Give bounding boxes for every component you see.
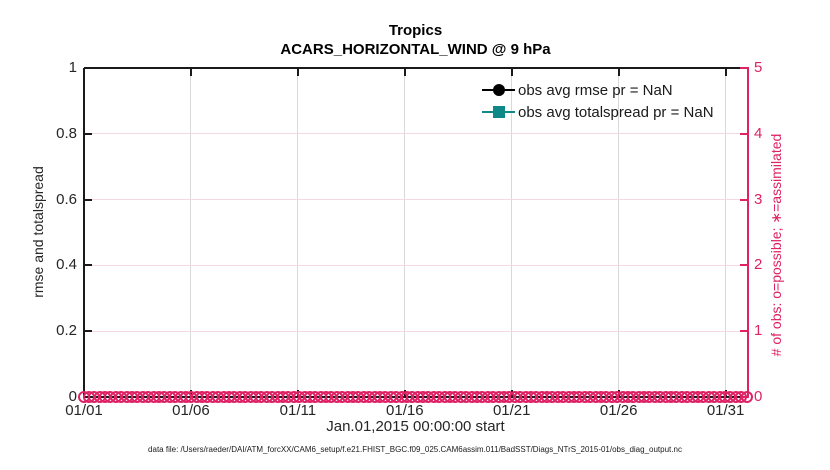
- right-y-tick-label: 0: [754, 388, 763, 405]
- x-tick-label: 01/26: [599, 402, 638, 419]
- right-y-tick-label: 5: [754, 59, 763, 76]
- legend-entry: obs avg rmse pr = NaN: [482, 79, 714, 101]
- title-block: Tropics ACARS_HORIZONTAL_WIND @ 9 hPa: [84, 21, 747, 59]
- right-y-axis-label: # of obs: o=possible; ∗=assimilated: [768, 133, 784, 357]
- left-y-tick: [85, 264, 92, 267]
- vertical-gridline: [725, 68, 727, 397]
- legend: obs avg rmse pr = NaN obs avg totalspread…: [482, 79, 714, 123]
- horizontal-gridline: [84, 264, 747, 266]
- x-tick-top: [617, 69, 620, 76]
- right-y-tick-label: 1: [754, 322, 763, 340]
- chart-title: Tropics: [388, 22, 443, 39]
- horizontal-gridline: [84, 133, 747, 135]
- x-tick-label: 01/21: [492, 402, 531, 419]
- right-y-tick: [740, 330, 747, 333]
- left-y-tick-label: 0.4: [56, 256, 77, 274]
- x-axis-label: Jan.01,2015 00:00:00 start: [326, 418, 505, 435]
- x-tick-top: [189, 69, 192, 76]
- axis-line-right: [747, 67, 749, 398]
- legend-label: obs avg rmse pr = NaN: [518, 81, 673, 99]
- left-y-tick-label: 0.8: [56, 124, 77, 142]
- chart-subtitle: ACARS_HORIZONTAL_WIND @ 9 hPa: [280, 41, 551, 58]
- x-tick-top: [403, 69, 406, 76]
- legend-square-marker-icon: [492, 106, 505, 118]
- right-y-tick: [740, 264, 747, 267]
- vertical-gridline: [511, 68, 513, 397]
- left-y-axis-label: rmse and totalspread: [30, 166, 46, 298]
- x-tick-top: [296, 69, 299, 76]
- x-tick-top: [510, 69, 513, 76]
- axis-line-left: [83, 68, 85, 397]
- x-tick-top: [83, 69, 85, 76]
- x-tick-top: [724, 69, 727, 76]
- horizontal-gridline: [84, 330, 747, 332]
- left-y-tick: [85, 198, 92, 201]
- legend-entry: obs avg totalspread pr = NaN: [482, 101, 714, 123]
- legend-label: obs avg totalspread pr = NaN: [518, 103, 714, 121]
- legend-line-sample: [482, 84, 515, 96]
- legend-line-sample: [482, 106, 515, 118]
- vertical-gridline: [190, 68, 192, 397]
- vertical-gridline: [618, 68, 620, 397]
- right-y-tick: [740, 132, 747, 135]
- vertical-gridline: [297, 68, 299, 397]
- left-y-tick-label: 0.2: [56, 322, 77, 340]
- x-tick-label: 01/31: [706, 402, 745, 419]
- right-y-tick-label: 2: [754, 256, 763, 274]
- x-tick-label: 01/11: [279, 402, 317, 419]
- x-tick-label: 01/16: [386, 402, 424, 419]
- left-y-tick: [85, 67, 92, 69]
- horizontal-gridline: [84, 199, 747, 201]
- x-tick-label: 01/01: [65, 402, 103, 419]
- left-y-tick-label: 1: [68, 59, 77, 76]
- axis-line-top: [84, 67, 749, 69]
- right-y-tick: [740, 198, 747, 201]
- left-y-tick: [85, 330, 92, 333]
- data-file-footer: data file: /Users/raeder/DAI/ATM_forcXX/…: [148, 445, 682, 454]
- legend-circle-marker-icon: [492, 84, 505, 96]
- right-y-tick-label: 3: [754, 190, 763, 208]
- right-y-tick: [740, 67, 747, 69]
- vertical-gridline: [404, 68, 406, 397]
- left-y-tick-label: 0: [68, 388, 77, 405]
- x-tick-label: 01/06: [172, 402, 210, 419]
- left-y-tick: [85, 132, 92, 135]
- left-y-tick-label: 0.6: [56, 190, 77, 208]
- obs-count-marker: [740, 390, 753, 403]
- right-y-tick-label: 4: [754, 124, 763, 142]
